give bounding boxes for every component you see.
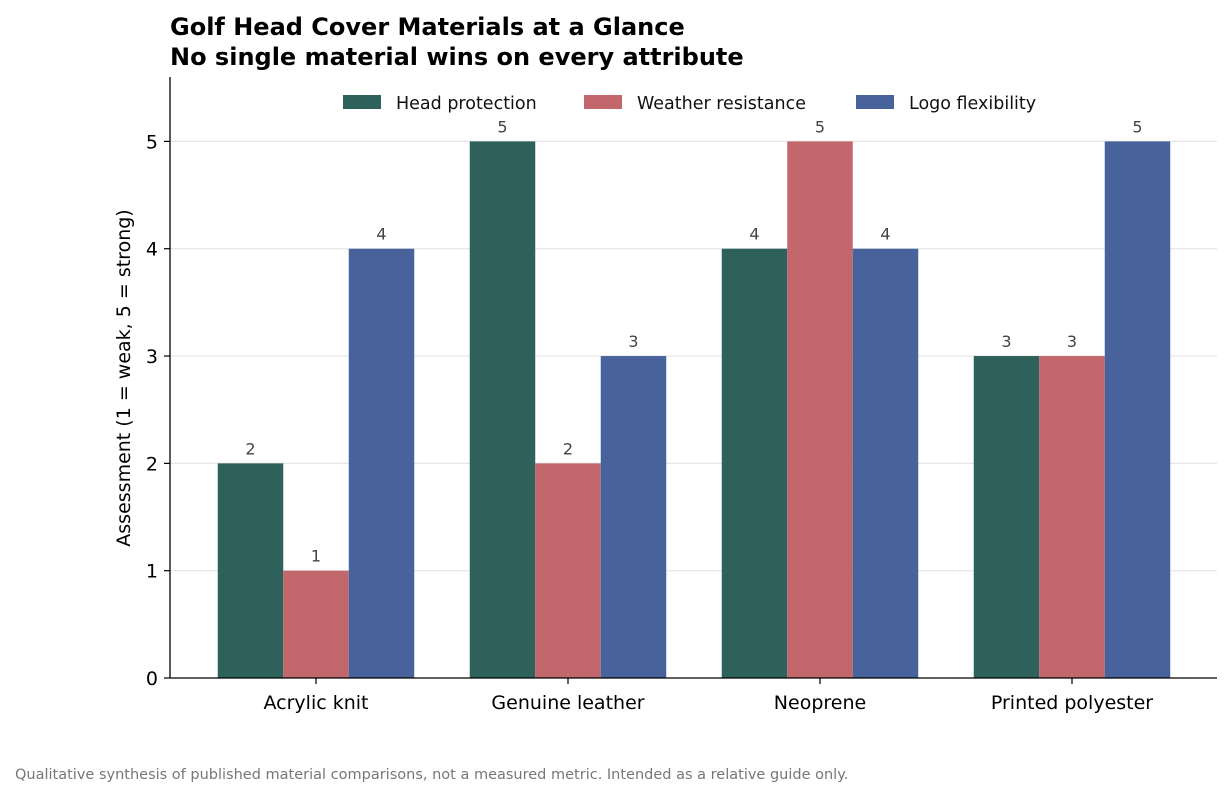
bar [218,463,284,678]
bar [349,249,415,678]
bar [722,249,788,678]
bar [535,463,601,678]
x-tick-label: Printed polyester [991,692,1153,714]
legend-label: Head protection [396,94,537,114]
legend: Head protection Weather resistance Logo fl… [343,94,1036,114]
data-label: 3 [1067,332,1077,351]
x-tick-label: Neoprene [774,692,866,714]
legend-label: Weather resistance [637,94,806,114]
bar [470,141,536,678]
data-label: 5 [497,117,507,136]
bar [283,571,349,678]
data-label: 4 [880,225,890,244]
bar [601,356,667,678]
data-label: 2 [563,439,573,458]
y-axis-label: Assessment (1 = weak, 5 = strong) [113,209,135,546]
bar [1039,356,1105,678]
data-label: 3 [1001,332,1011,351]
chart-subtitle: No single material wins on every attribu… [170,43,744,71]
legend-swatch [584,95,622,109]
data-label: 5 [815,117,825,136]
legend-swatch [343,95,381,109]
y-tick-label: 3 [146,346,158,368]
bar [1105,141,1171,678]
data-label: 3 [628,332,638,351]
data-label: 2 [245,439,255,458]
data-label: 4 [749,225,759,244]
bars [218,141,1171,678]
y-tick-label: 4 [146,239,158,261]
legend-swatch [856,95,894,109]
legend-label: Logo flexibility [909,94,1036,114]
data-label: 5 [1132,117,1142,136]
chart-title: Golf Head Cover Materials at a Glance [170,13,685,41]
x-tick-label: Acrylic knit [264,692,369,714]
bar [974,356,1040,678]
y-tick-label: 1 [146,561,158,583]
x-tick-label: Genuine leather [491,692,644,714]
bar [853,249,919,678]
y-tick-label: 5 [146,131,158,153]
footnote: Qualitative synthesis of published mater… [15,767,848,783]
data-label: 4 [376,225,386,244]
bar [787,141,853,678]
data-label: 1 [311,547,321,566]
y-tick-label: 2 [146,453,158,475]
y-tick-label: 0 [146,668,158,690]
